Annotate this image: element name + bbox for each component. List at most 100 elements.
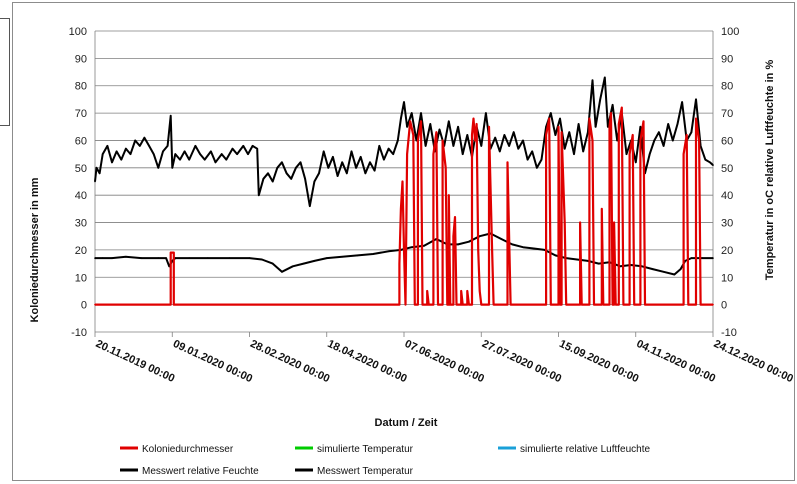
data-point-messwert-temperatur xyxy=(387,250,390,253)
data-point-koloniedurchmesser xyxy=(560,303,563,306)
data-point-koloniedurchmesser xyxy=(699,303,702,306)
data-point-messwert-relative-feuchte xyxy=(210,150,212,153)
data-point-messwert-relative-feuchte xyxy=(461,153,464,155)
data-point-koloniedurchmesser xyxy=(628,153,631,155)
data-point-koloniedurchmesser xyxy=(426,303,429,306)
data-point-messwert-relative-feuchte xyxy=(318,172,320,175)
data-point-koloniedurchmesser xyxy=(687,303,690,306)
data-point-messwert-relative-feuchte xyxy=(672,139,674,142)
data-point-messwert-relative-feuchte xyxy=(313,180,316,183)
data-point-messwert-relative-feuchte xyxy=(499,150,501,153)
data-point-koloniedurchmesser xyxy=(432,303,435,306)
data-point-koloniedurchmesser xyxy=(610,112,612,114)
y-left-tick-label: 100 xyxy=(69,26,87,38)
data-point-koloniedurchmesser xyxy=(698,139,700,142)
data-point-messwert-temperatur xyxy=(468,240,470,243)
series-layer xyxy=(94,76,714,306)
data-point-messwert-temperatur xyxy=(410,246,413,248)
data-point-koloniedurchmesser xyxy=(685,134,688,136)
data-point-messwert-relative-feuchte xyxy=(387,147,390,150)
data-point-koloniedurchmesser xyxy=(417,303,419,306)
data-point-koloniedurchmesser xyxy=(460,290,463,292)
data-point-koloniedurchmesser xyxy=(444,167,447,169)
data-point-koloniedurchmesser xyxy=(471,134,473,136)
data-point-messwert-relative-feuchte xyxy=(262,178,265,180)
data-point-messwert-relative-feuchte xyxy=(563,147,566,150)
data-point-messwert-relative-feuchte xyxy=(179,158,181,161)
data-point-messwert-relative-feuchte xyxy=(350,150,353,153)
data-point-koloniedurchmesser xyxy=(563,221,566,224)
data-point-koloniedurchmesser xyxy=(426,290,429,292)
data-point-messwert-temperatur xyxy=(500,238,503,240)
data-point-messwert-relative-feuchte xyxy=(355,167,357,169)
data-point-messwert-temperatur xyxy=(576,258,578,261)
data-point-messwert-temperatur xyxy=(228,257,231,259)
data-point-messwert-temperatur xyxy=(111,257,113,259)
data-point-koloniedurchmesser xyxy=(613,303,615,306)
data-point-messwert-relative-feuchte xyxy=(607,126,609,128)
data-point-koloniedurchmesser xyxy=(601,303,603,306)
data-point-messwert-relative-feuchte xyxy=(152,153,155,155)
data-point-messwert-temperatur xyxy=(271,262,274,265)
data-point-koloniedurchmesser xyxy=(398,262,401,265)
y-left-tick-label: 60 xyxy=(75,135,87,147)
data-point-messwert-relative-feuchte xyxy=(251,145,254,147)
data-point-messwert-relative-feuchte xyxy=(299,161,302,164)
x-tick-label: 18.04.2020 00:00 xyxy=(325,338,408,385)
data-point-messwert-relative-feuchte xyxy=(503,134,506,136)
y-right-tick-label: 100 xyxy=(721,26,739,38)
data-point-messwert-relative-feuchte xyxy=(295,167,297,169)
data-point-koloniedurchmesser xyxy=(633,303,635,306)
data-point-messwert-temperatur xyxy=(207,257,209,259)
data-point-messwert-relative-feuchte xyxy=(199,153,201,155)
data-point-messwert-relative-feuchte xyxy=(285,172,288,175)
data-point-messwert-temperatur xyxy=(533,247,535,250)
data-point-messwert-relative-feuchte xyxy=(403,101,405,103)
data-point-messwert-relative-feuchte xyxy=(157,167,160,169)
data-point-messwert-temperatur xyxy=(261,258,263,261)
data-point-messwert-temperatur xyxy=(478,235,481,237)
data-point-messwert-relative-feuchte xyxy=(392,153,395,155)
data-point-messwert-relative-feuchte xyxy=(378,145,381,147)
data-point-koloniedurchmesser xyxy=(437,303,439,306)
data-point-messwert-relative-feuchte xyxy=(480,145,483,147)
data-point-messwert-temperatur xyxy=(101,257,104,259)
data-point-koloniedurchmesser xyxy=(557,303,560,306)
y-right-tick-label: 80 xyxy=(721,81,733,93)
data-point-messwert-temperatur xyxy=(248,257,251,259)
data-point-messwert-temperatur xyxy=(302,262,305,265)
chart-frame xyxy=(12,2,795,481)
data-point-koloniedurchmesser xyxy=(613,221,615,224)
data-point-messwert-relative-feuchte xyxy=(276,167,279,169)
data-point-messwert-temperatur xyxy=(188,257,190,259)
data-point-messwert-relative-feuchte xyxy=(517,147,520,150)
data-point-messwert-relative-feuchte xyxy=(704,158,707,161)
data-point-messwert-relative-feuchte xyxy=(424,145,427,147)
y-left-tick-label: 20 xyxy=(75,245,87,257)
data-point-koloniedurchmesser xyxy=(644,303,646,306)
data-point-koloniedurchmesser xyxy=(588,117,591,120)
data-point-messwert-relative-feuchte xyxy=(106,145,109,147)
data-point-messwert-relative-feuchte xyxy=(336,175,339,177)
data-point-koloniedurchmesser xyxy=(466,290,469,292)
data-point-messwert-relative-feuchte xyxy=(438,128,441,131)
y-left-tick-label: 40 xyxy=(75,190,87,202)
data-point-messwert-relative-feuchte xyxy=(658,131,660,133)
data-point-messwert-temperatur xyxy=(356,254,359,257)
data-point-messwert-temperatur xyxy=(554,254,557,257)
data-point-koloniedurchmesser xyxy=(488,303,490,306)
data-point-messwert-relative-feuchte xyxy=(188,158,190,161)
data-point-koloniedurchmesser xyxy=(441,139,444,142)
x-tick-label: 04.11.2020 00:00 xyxy=(634,338,717,385)
legend-label: Messwert relative Feuchte xyxy=(142,466,259,477)
y-left-tick-label: 50 xyxy=(75,163,87,175)
data-point-koloniedurchmesser xyxy=(642,120,645,123)
data-point-messwert-temperatur xyxy=(712,257,714,259)
data-point-koloniedurchmesser xyxy=(412,134,415,136)
data-point-messwert-temperatur xyxy=(511,243,513,246)
data-point-messwert-relative-feuchte xyxy=(194,145,197,147)
data-point-messwert-temperatur xyxy=(423,245,425,247)
data-point-messwert-relative-feuchte xyxy=(129,153,132,155)
data-point-messwert-relative-feuchte xyxy=(625,153,628,155)
